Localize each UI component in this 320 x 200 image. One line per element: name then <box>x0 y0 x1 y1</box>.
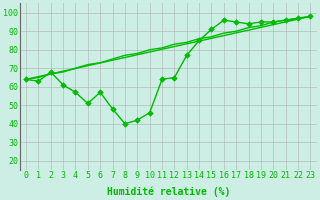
X-axis label: Humidité relative (%): Humidité relative (%) <box>107 186 230 197</box>
